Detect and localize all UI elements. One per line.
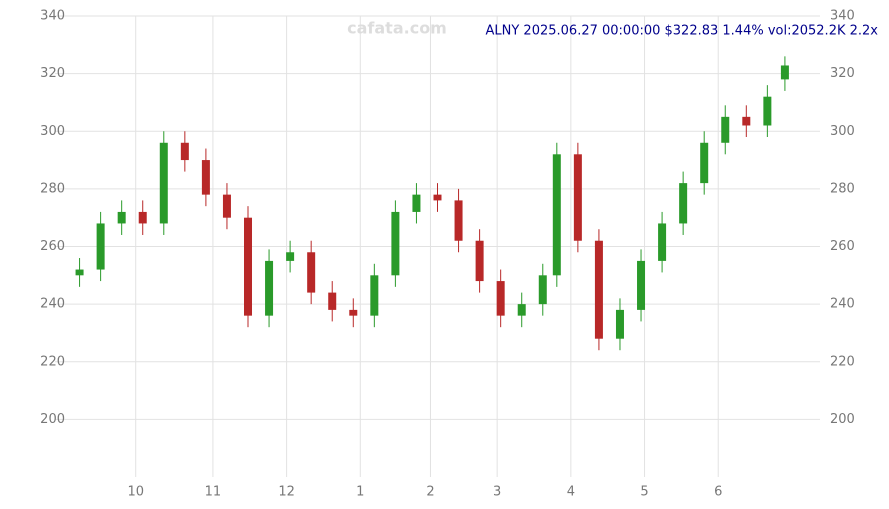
x-tick-label: 6 xyxy=(714,485,722,500)
candle-body xyxy=(679,183,688,224)
candle-body xyxy=(222,194,231,218)
y-tick-label: 280 xyxy=(40,181,65,196)
x-tick-label: 2 xyxy=(426,485,434,500)
candle-body xyxy=(658,223,667,261)
candle-body xyxy=(454,200,463,241)
x-tick-label: 3 xyxy=(493,485,501,500)
candle-body xyxy=(552,154,561,276)
x-tick-label: 1 xyxy=(356,485,364,500)
x-tick-label: 4 xyxy=(567,485,575,500)
candle-body xyxy=(244,217,253,316)
y-tick-label: 260 xyxy=(40,239,65,254)
y-tick-label: 340 xyxy=(40,9,65,24)
candle-body xyxy=(328,292,337,310)
x-tick-label: 5 xyxy=(640,485,648,500)
candle-body xyxy=(265,260,274,316)
candle-body xyxy=(117,211,126,224)
candle-body xyxy=(475,240,484,282)
y-tick-label: 200 xyxy=(40,412,65,427)
candle-body xyxy=(201,160,210,195)
candle-body xyxy=(496,281,505,316)
candle-body xyxy=(433,194,442,201)
y-tick-label-right: 240 xyxy=(830,297,855,312)
candle-body xyxy=(637,260,646,310)
y-tick-label-right: 200 xyxy=(830,412,855,427)
y-tick-label: 240 xyxy=(40,297,65,312)
y-tick-label-right: 300 xyxy=(830,124,855,139)
x-tick-label: 10 xyxy=(127,485,144,500)
candle-body xyxy=(75,269,84,276)
candle-body xyxy=(780,65,789,80)
candle-body xyxy=(700,142,709,184)
y-tick-label: 220 xyxy=(40,354,65,369)
candle-body xyxy=(763,96,772,126)
candle-body xyxy=(573,154,582,241)
candle-body xyxy=(180,142,189,161)
candle-body xyxy=(391,211,400,276)
candle-body xyxy=(615,309,624,339)
chart-title: ALNY 2025.06.27 00:00:00 $322.83 1.44% v… xyxy=(486,24,879,39)
candle-body xyxy=(517,304,526,316)
y-tick-label: 300 xyxy=(40,124,65,139)
x-tick-label: 12 xyxy=(278,485,295,500)
candle-body xyxy=(594,240,603,339)
candle-body xyxy=(742,116,751,126)
y-tick-label: 320 xyxy=(40,66,65,81)
y-tick-label-right: 340 xyxy=(830,9,855,24)
candle-body xyxy=(370,275,379,316)
candle-body xyxy=(286,252,295,261)
watermark: cafata.com xyxy=(347,19,447,38)
candle-body xyxy=(138,211,147,224)
candle-body xyxy=(159,142,168,224)
x-tick-label: 11 xyxy=(205,485,222,500)
y-tick-label-right: 280 xyxy=(830,181,855,196)
candle-body xyxy=(349,309,358,316)
candle-body xyxy=(538,275,547,305)
y-tick-label-right: 220 xyxy=(830,354,855,369)
candle-body xyxy=(96,223,105,270)
y-tick-label-right: 260 xyxy=(830,239,855,254)
y-tick-label-right: 320 xyxy=(830,66,855,81)
candle-body xyxy=(721,116,730,143)
candle-body xyxy=(307,252,316,293)
candle-body xyxy=(412,194,421,212)
